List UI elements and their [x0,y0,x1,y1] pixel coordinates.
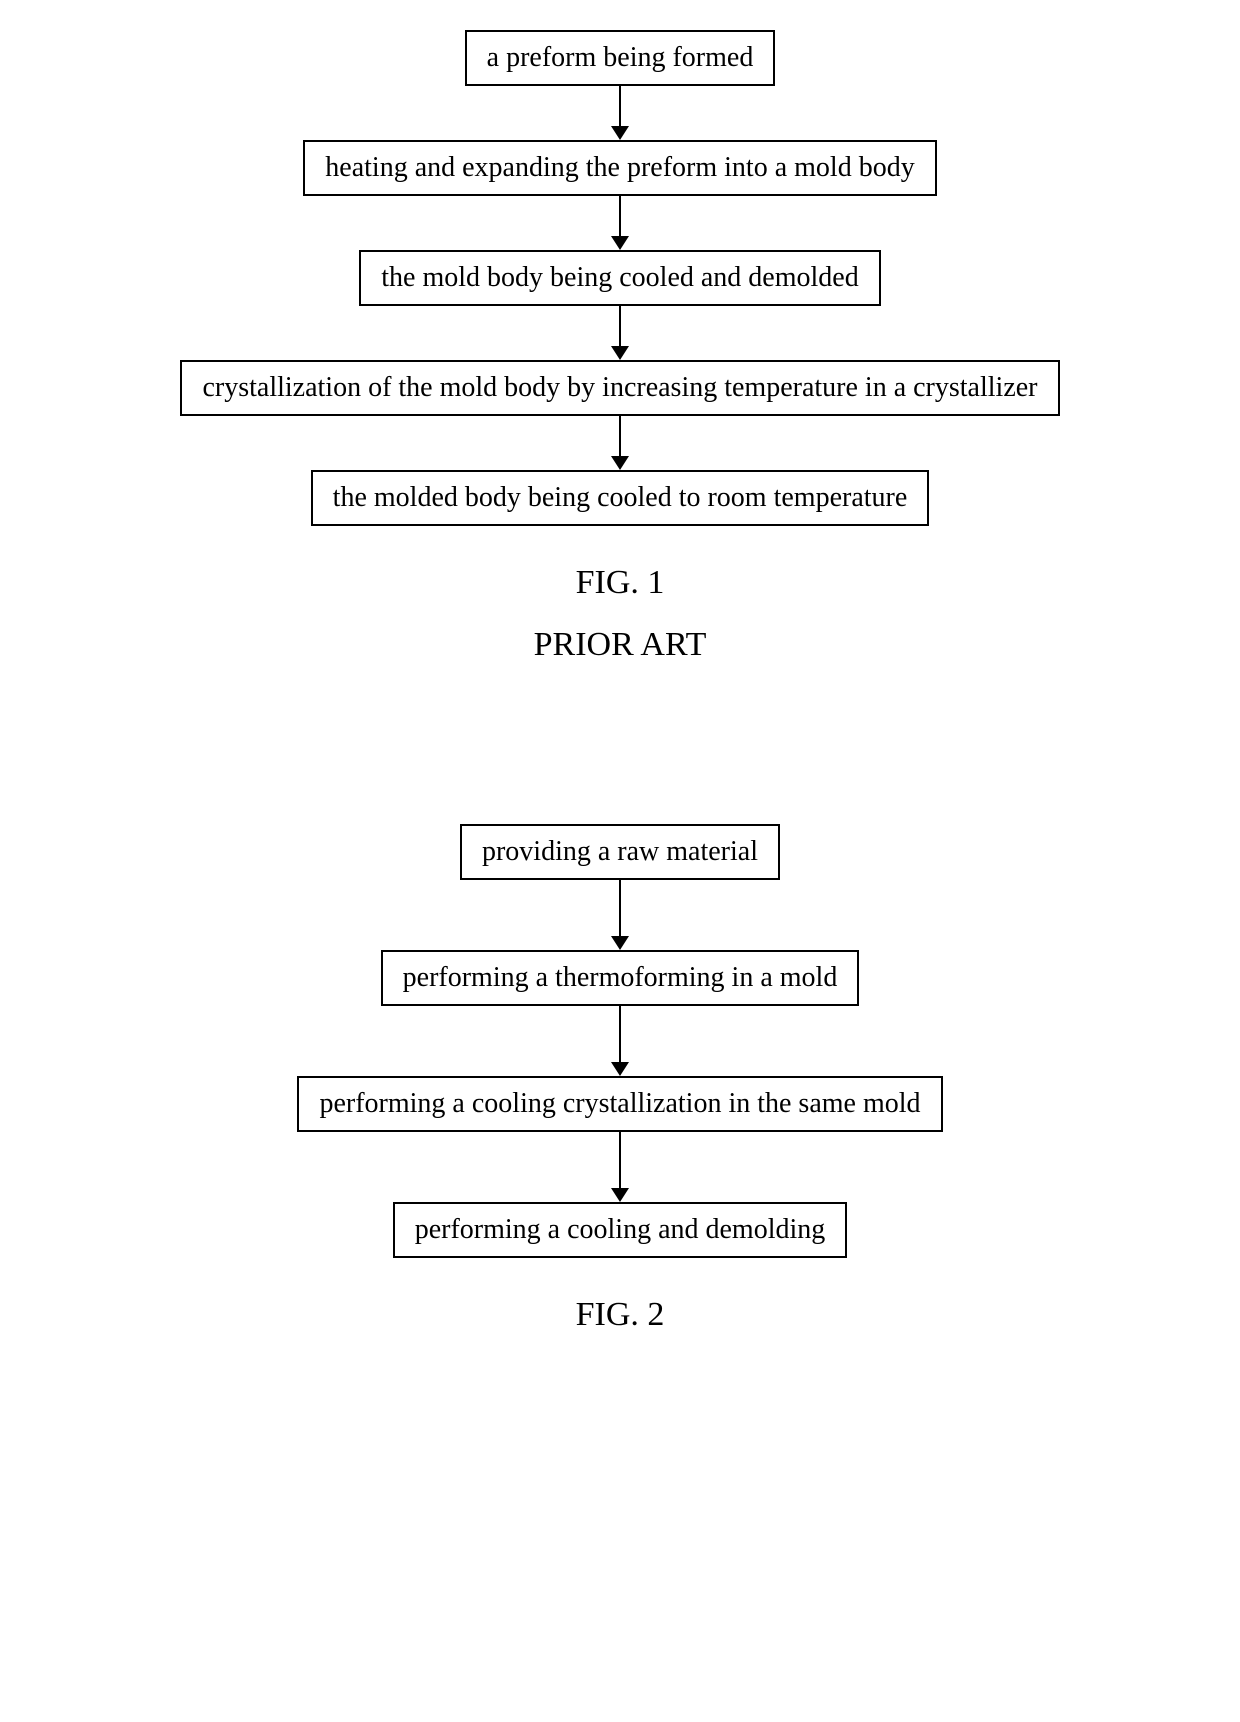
fig1-subcaption: PRIOR ART [534,626,707,664]
fig2-step-4: performing a cooling and demolding [393,1202,848,1258]
arrow-head-icon [611,126,629,140]
arrow-line [619,196,621,236]
fig1-step-1: a preform being formed [465,30,776,86]
fig2-caption: FIG. 2 [576,1296,665,1334]
fig1-caption: FIG. 1 [576,564,665,602]
fig1-step-5: the molded body being cooled to room tem… [311,470,930,526]
arrow-head-icon [611,1062,629,1076]
arrow-line [619,86,621,126]
flowchart-fig1: a preform being formed heating and expan… [180,30,1059,526]
arrow-icon [611,1006,629,1076]
arrow-head-icon [611,236,629,250]
arrow-head-icon [611,936,629,950]
arrow-icon [611,1132,629,1202]
arrow-line [619,880,621,936]
arrow-line [619,1006,621,1062]
fig1-step-2: heating and expanding the preform into a… [303,140,936,196]
arrow-head-icon [611,346,629,360]
fig1-step-4: crystallization of the mold body by incr… [180,360,1059,416]
arrow-icon [611,416,629,470]
flowchart-fig2: providing a raw material performing a th… [297,824,942,1258]
arrow-icon [611,880,629,950]
arrow-icon [611,306,629,360]
arrow-icon [611,86,629,140]
arrow-line [619,1132,621,1188]
fig2-step-2: performing a thermoforming in a mold [381,950,860,1006]
fig2-step-3: performing a cooling crystallization in … [297,1076,942,1132]
arrow-line [619,416,621,456]
arrow-icon [611,196,629,250]
fig2-step-1: providing a raw material [460,824,780,880]
fig1-step-3: the mold body being cooled and demolded [359,250,880,306]
arrow-head-icon [611,1188,629,1202]
arrow-line [619,306,621,346]
arrow-head-icon [611,456,629,470]
